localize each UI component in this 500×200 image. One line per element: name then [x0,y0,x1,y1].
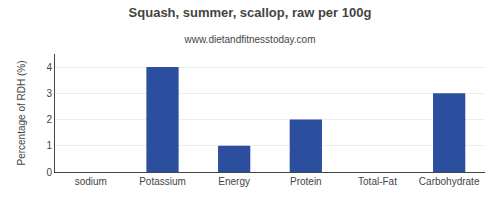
svg-text:Energy: Energy [218,176,250,187]
svg-text:0: 0 [46,167,52,178]
svg-text:4: 4 [46,62,52,73]
svg-text:Squash, summer, scallop, raw p: Squash, summer, scallop, raw per 100g [129,5,372,20]
svg-text:Potassium: Potassium [139,176,186,187]
svg-text:Percentage of RDH (%): Percentage of RDH (%) [16,60,27,165]
svg-text:3: 3 [46,88,52,99]
svg-text:Total-Fat: Total-Fat [358,176,397,187]
svg-text:Protein: Protein [290,176,322,187]
svg-text:www.dietandfitnesstoday.com: www.dietandfitnesstoday.com [184,34,316,45]
svg-text:2: 2 [46,114,52,125]
svg-text:Carbohydrate: Carbohydrate [419,176,480,187]
svg-text:1: 1 [46,140,52,151]
svg-text:sodium: sodium [75,176,107,187]
